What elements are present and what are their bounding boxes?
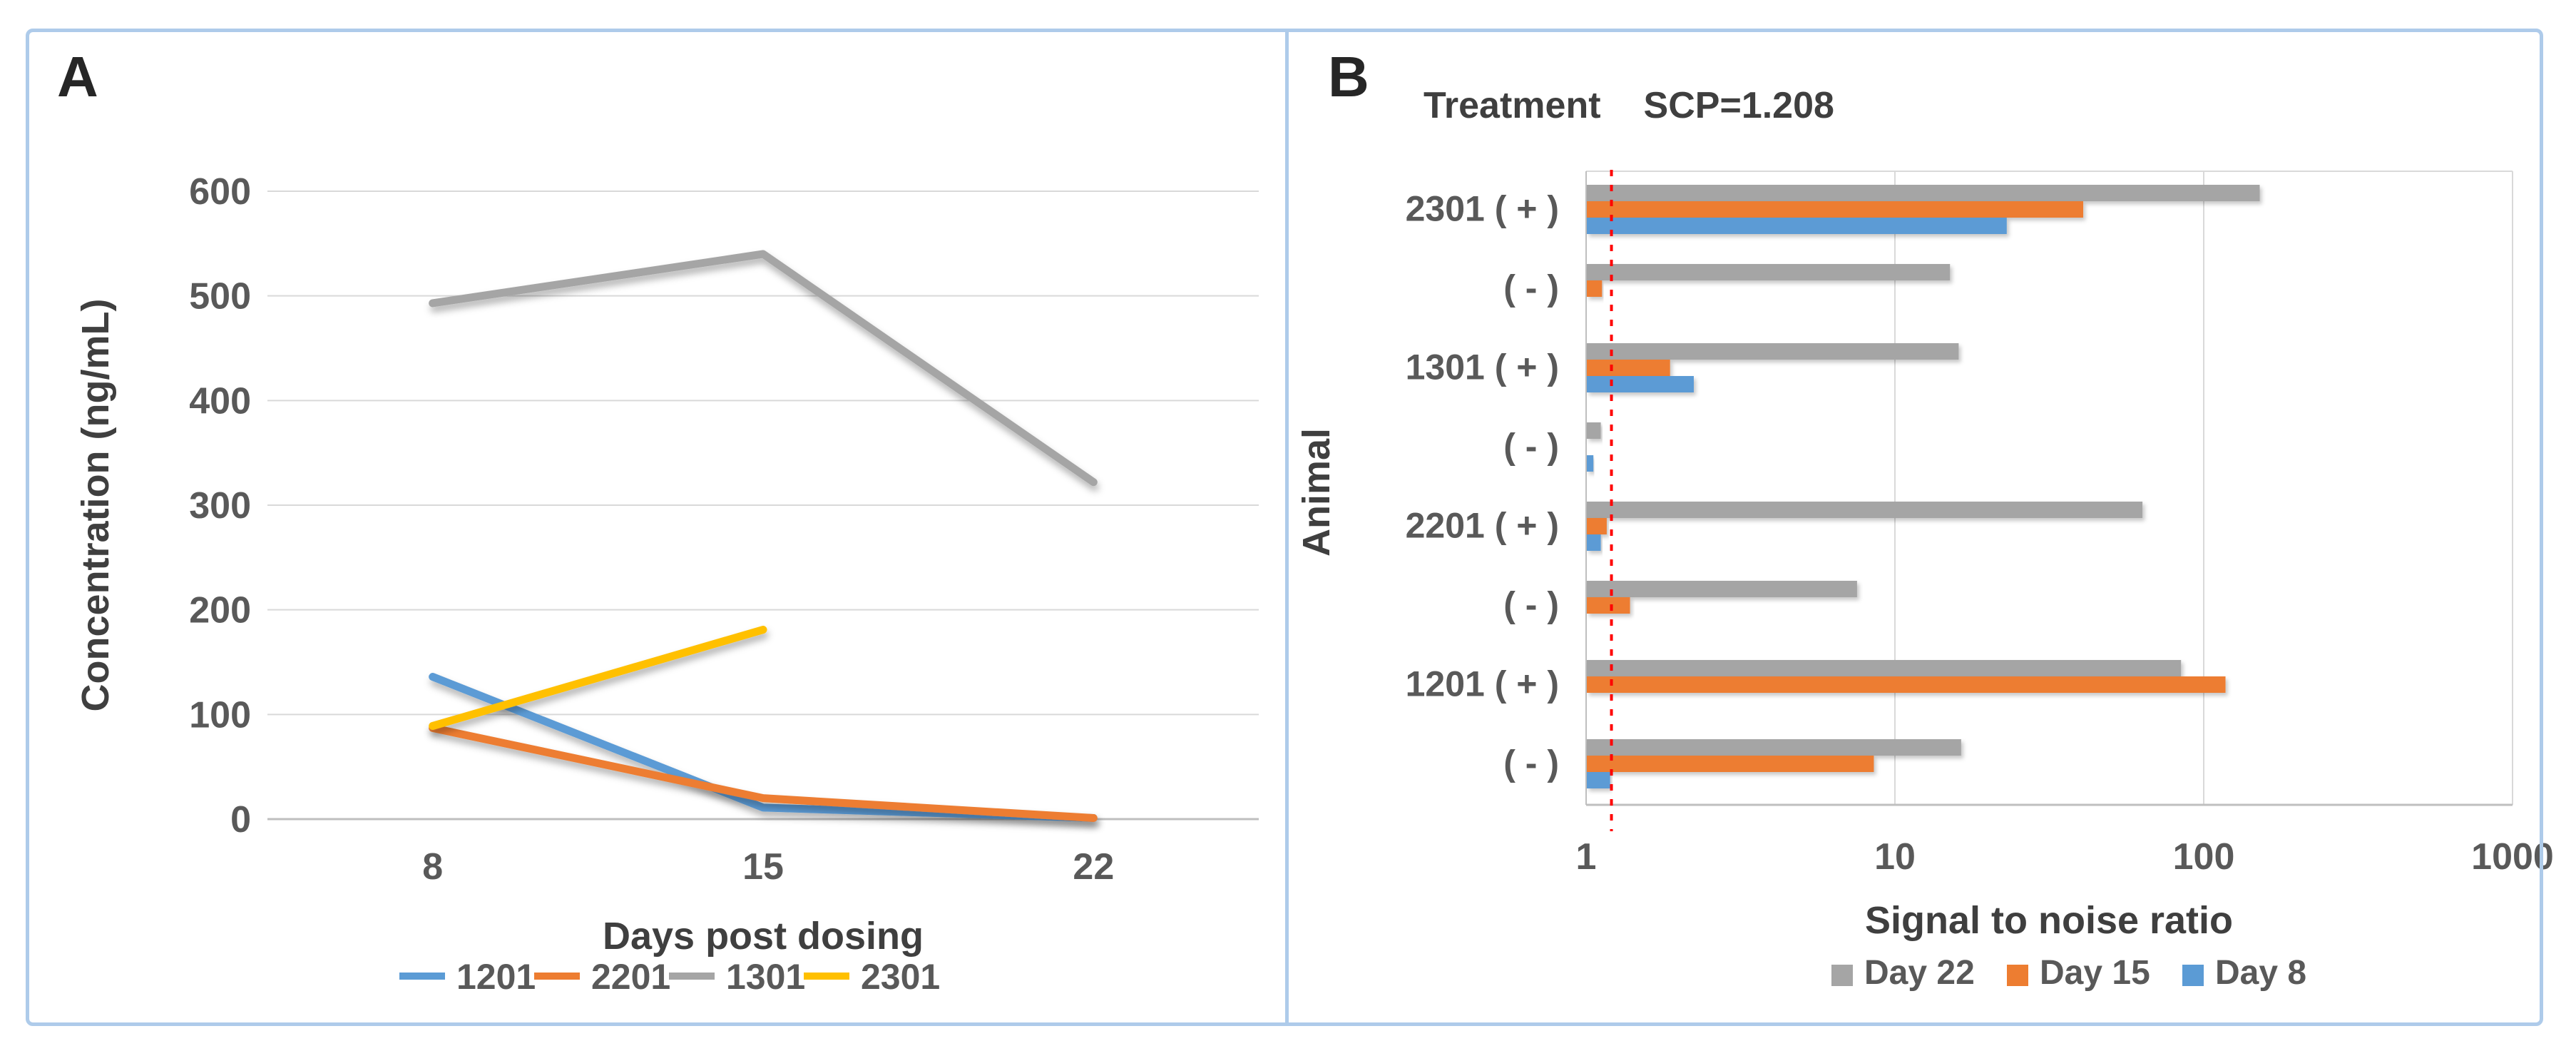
bar-Day22-1 xyxy=(1587,264,1951,280)
y-tick-label: 300 xyxy=(189,485,251,527)
axis-title-x: Signal to noise ratio xyxy=(1865,899,2233,942)
line-series-2301 xyxy=(429,626,767,730)
category-label: ( - ) xyxy=(1503,743,1559,783)
x-tick-label: 100 xyxy=(2173,836,2235,878)
category-label: 2201 ( + ) xyxy=(1406,506,1559,546)
bar-Day15-4 xyxy=(1587,518,1607,534)
y-tick-label: 500 xyxy=(189,276,251,318)
bar-Day22-5 xyxy=(1587,581,1857,597)
legend-label-Day22: Day 22 xyxy=(1864,954,1975,992)
bar-Day15-7 xyxy=(1587,756,1874,772)
bar-Day22-2 xyxy=(1587,343,1959,360)
legend-label-1201: 1201 xyxy=(456,957,536,997)
bar-Day8-3 xyxy=(1587,455,1594,472)
legend-label-Day15: Day 15 xyxy=(2040,954,2150,992)
bar-Day22-0 xyxy=(1587,185,2260,201)
panel-b-title-treatment: Treatment xyxy=(1424,85,1601,126)
panel-b-label: B xyxy=(1328,45,1369,108)
category-label: 2301 ( + ) xyxy=(1406,189,1559,229)
x-tick-label: 8 xyxy=(422,846,443,888)
bar-Day22-4 xyxy=(1587,502,2143,518)
x-tick-label: 15 xyxy=(742,846,784,888)
bar-Day15-1 xyxy=(1587,280,1603,297)
legend-swatch-Day22 xyxy=(1831,965,1853,986)
panel-a-label: A xyxy=(57,45,98,108)
panel-divider xyxy=(1285,30,1289,1025)
y-tick-label: 200 xyxy=(189,590,251,631)
category-label: ( - ) xyxy=(1503,585,1559,625)
legend-swatch-Day15 xyxy=(2007,965,2028,986)
bar-Day22-7 xyxy=(1587,739,1961,756)
y-tick-label: 0 xyxy=(230,799,251,841)
y-tick-label: 100 xyxy=(189,694,251,736)
bar-Day8-7 xyxy=(1587,772,1610,788)
y-tick-label: 600 xyxy=(189,171,251,213)
x-tick-label: 22 xyxy=(1073,846,1114,888)
bar-Day15-2 xyxy=(1587,360,1670,376)
y-tick-label: 400 xyxy=(189,380,251,422)
bar-Day15-6 xyxy=(1587,676,2226,693)
legend-swatch-Day8 xyxy=(2182,965,2204,986)
bar-Day8-2 xyxy=(1587,376,1694,392)
legend-label-2201: 2201 xyxy=(591,957,670,997)
bar-Day15-0 xyxy=(1587,201,2084,218)
axis-title-y: Animal xyxy=(1295,428,1338,557)
category-label: ( - ) xyxy=(1503,427,1559,467)
line-series-2201 xyxy=(429,723,1098,823)
panel-b-title-scp: SCP=1.208 xyxy=(1643,85,1834,126)
legend-label-Day8: Day 8 xyxy=(2215,954,2306,992)
legend-label-2301: 2301 xyxy=(861,957,940,997)
category-label: 1301 ( + ) xyxy=(1406,347,1559,387)
bar-Day15-5 xyxy=(1587,597,1630,614)
category-label: ( - ) xyxy=(1503,268,1559,308)
category-label: 1201 ( + ) xyxy=(1406,664,1559,704)
axis-title-y: Concentration (ng/mL) xyxy=(74,299,117,712)
figure-border xyxy=(26,29,2543,1026)
x-tick-label: 10 xyxy=(1874,836,1916,878)
bar-Day22-6 xyxy=(1587,660,2182,676)
bar-Day22-3 xyxy=(1587,422,1601,439)
legend-label-1301: 1301 xyxy=(726,957,805,997)
axis-title-x: Days post dosing xyxy=(603,915,924,958)
bar-Day8-4 xyxy=(1587,534,1601,551)
panel-b-title: Treatment SCP=1.208 xyxy=(1424,84,1834,127)
bar-Day8-0 xyxy=(1587,218,2007,234)
line-series-1301 xyxy=(429,250,1098,487)
x-tick-label: 1 xyxy=(1576,836,1597,878)
